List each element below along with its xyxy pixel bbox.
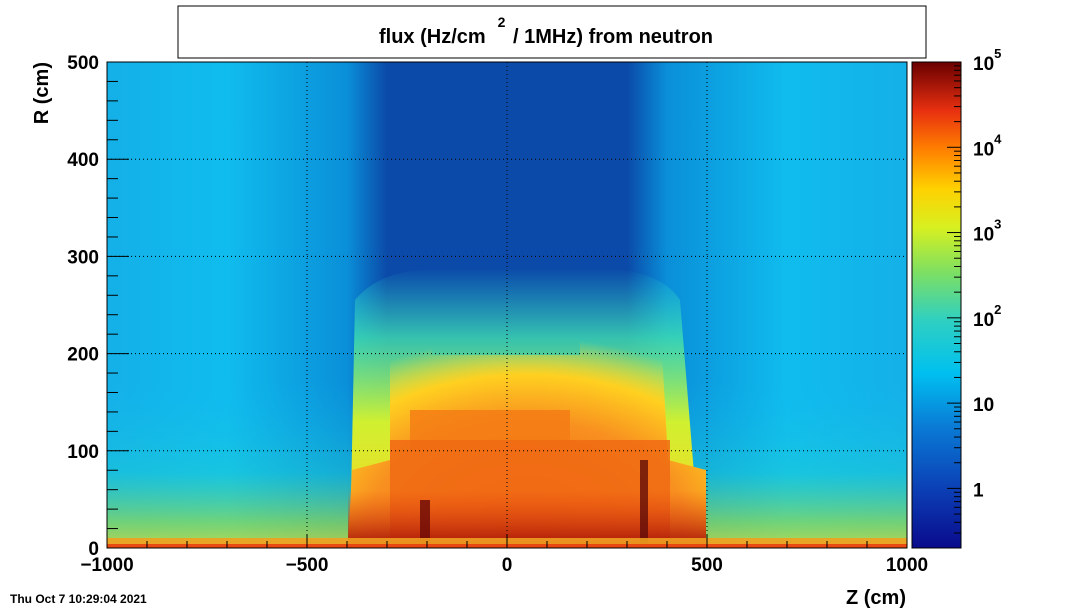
colorbar-labels: 1 10 102 103 104 105 xyxy=(973,46,1002,501)
colorbar-label: 105 xyxy=(973,46,1001,75)
colorbar-label: 102 xyxy=(973,302,1001,331)
x-axis: −1000 −500 0 500 1000 xyxy=(80,534,928,576)
grid-lines xyxy=(107,62,907,548)
colorbar-label: 1 xyxy=(973,480,984,501)
heatmap-gap-right xyxy=(640,460,648,548)
footer-timestamp: Thu Oct 7 10:29:04 2021 xyxy=(10,592,147,606)
x-axis-label: Z (cm) xyxy=(846,587,906,609)
chart-title: flux (Hz/cm2 / 1MHz) from neutron xyxy=(379,14,713,48)
x-tick-label: −1000 xyxy=(80,555,133,576)
x-tick-label: 500 xyxy=(691,555,723,576)
y-tick-label: 300 xyxy=(67,247,99,268)
colorbar-label: 103 xyxy=(973,217,1001,246)
y-tick-label: 500 xyxy=(67,53,99,74)
x-tick-label: 0 xyxy=(502,555,513,576)
y-tick-label: 200 xyxy=(67,345,99,366)
y-tick-label: 400 xyxy=(67,150,99,171)
heatmap-gap-left xyxy=(420,500,430,548)
x-tick-label: 1000 xyxy=(886,555,928,576)
colorbar xyxy=(911,61,962,549)
heatmap-area xyxy=(107,62,907,548)
y-axis: 0 100 200 300 400 500 xyxy=(67,53,129,560)
y-tick-label: 100 xyxy=(67,442,99,463)
y-tick-label: 0 xyxy=(88,539,99,560)
colorbar-label: 104 xyxy=(973,131,1002,160)
y-axis-label: R (cm) xyxy=(31,62,53,124)
title-box xyxy=(177,5,927,59)
colorbar-ticks xyxy=(947,65,961,549)
colorbar-label: 10 xyxy=(973,395,994,416)
x-tick-label: −500 xyxy=(286,555,329,576)
